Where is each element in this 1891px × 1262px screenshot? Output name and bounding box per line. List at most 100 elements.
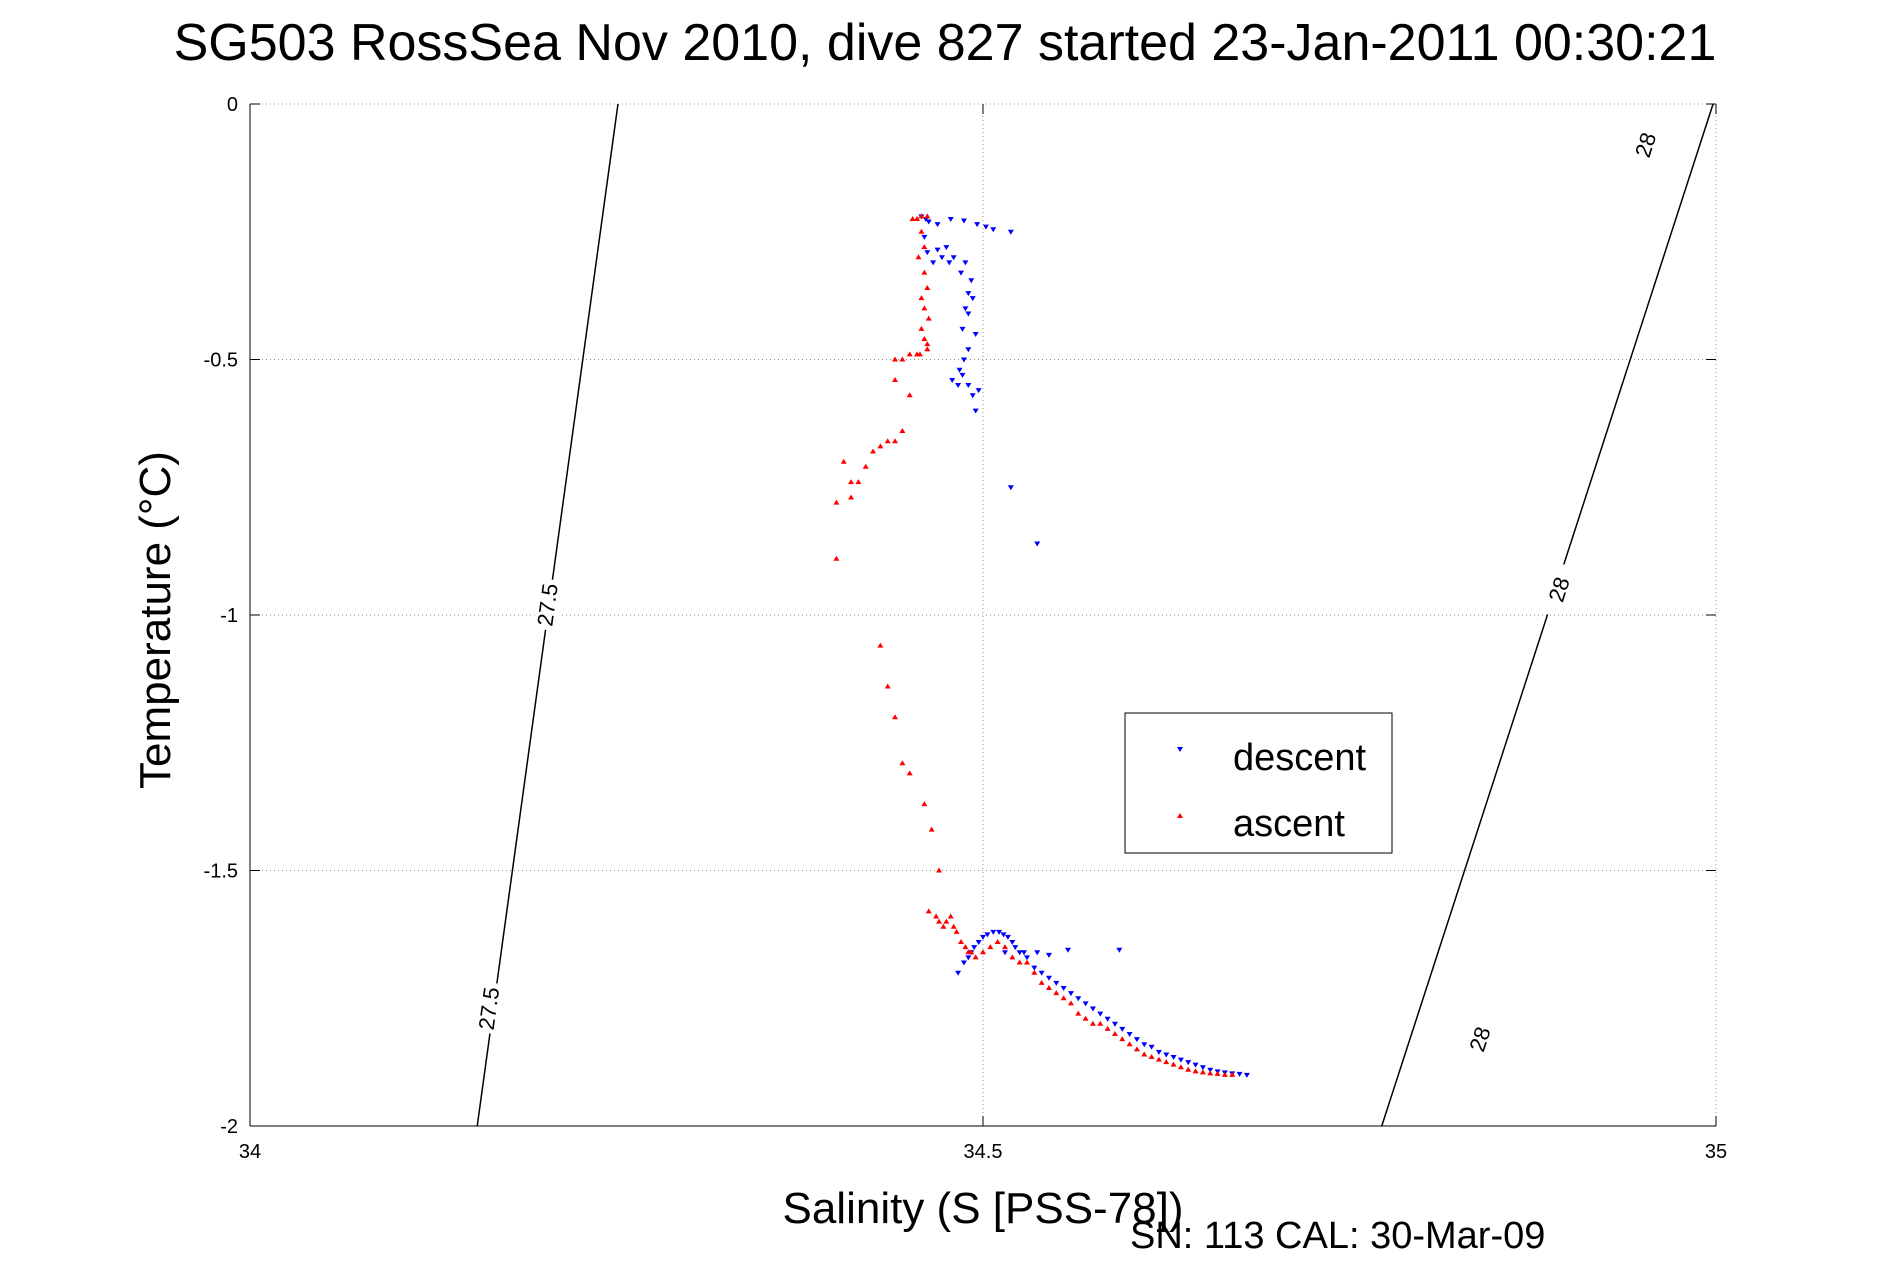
descent-point [1170, 1055, 1177, 1061]
descent-point [1038, 970, 1045, 976]
isopycnal-label-bg [534, 579, 561, 630]
descent-point [960, 218, 967, 224]
x-tick-label: 34.5 [964, 1141, 1003, 1163]
ascent-point [987, 944, 994, 950]
descent-point [1016, 950, 1023, 956]
ascent-point [1214, 1070, 1221, 1076]
ascent-point [915, 254, 922, 260]
ascent-point [1053, 990, 1060, 996]
isopycnal-label-bg [1632, 119, 1659, 170]
ascent-point [1148, 1054, 1155, 1060]
ascent-point [928, 826, 935, 832]
descent-point [1133, 1037, 1140, 1043]
descent-point [965, 347, 972, 353]
descent-point [924, 250, 931, 256]
y-tick-label: -0.5 [204, 350, 238, 372]
legend-ascent-label: ascent [1233, 803, 1345, 845]
chart-title: SG503 RossSea Nov 2010, dive 827 started… [174, 14, 1717, 72]
descent-point [1045, 975, 1052, 981]
ascent-point [1001, 944, 1008, 950]
descent-point [965, 955, 972, 961]
descent-point [960, 357, 967, 363]
descent-point [974, 222, 981, 228]
descent-point [1185, 1060, 1192, 1066]
ascent-point [870, 448, 877, 454]
ascent-point [924, 213, 931, 219]
descent-point [971, 945, 978, 951]
descent-point [949, 377, 956, 383]
legend-descent-label: descent [1233, 737, 1367, 779]
ascent-point [936, 867, 943, 873]
isopycnal-label-bg [1466, 1014, 1493, 1065]
descent-point [1065, 947, 1072, 953]
y-tick-label: -1 [220, 605, 238, 627]
descent-point [1067, 991, 1074, 997]
ascent-point [1185, 1066, 1192, 1072]
ascent-point [1207, 1070, 1214, 1076]
descent-point [969, 296, 976, 302]
descent-point [921, 234, 928, 240]
descent-point [956, 367, 963, 373]
descent-point [965, 383, 972, 389]
ascent-point [1082, 1015, 1089, 1021]
ascent-point [924, 284, 931, 290]
ascent-point [1192, 1068, 1199, 1074]
descent-point [962, 260, 969, 266]
ascent-point [899, 760, 906, 766]
ascent-point [924, 341, 931, 347]
ascent-point [1045, 985, 1052, 991]
descent-point [1148, 1044, 1155, 1050]
ascent-point [848, 494, 855, 500]
ascent-point [1141, 1051, 1148, 1057]
descent-point [958, 270, 965, 276]
ascent-point [918, 295, 925, 301]
ascent-point [933, 913, 940, 919]
descent-point [938, 255, 945, 261]
descent-point [965, 311, 972, 317]
serial-calibration-note: SN: 113 CAL: 30-Mar-09 [1130, 1215, 1545, 1257]
descent-point [1021, 950, 1028, 956]
x-tick-label: 34 [239, 1141, 261, 1163]
ascent-point [892, 714, 899, 720]
ascent-point [943, 918, 950, 924]
ascent-point [921, 305, 928, 311]
descent-point [1089, 1006, 1096, 1012]
descent-point [946, 260, 953, 266]
ascent-point [1016, 959, 1023, 965]
descent-point [1009, 940, 1016, 946]
descent-point [955, 970, 962, 976]
isopycnal-label-bg [1546, 564, 1573, 615]
descent-point [1007, 485, 1014, 491]
descent-point [980, 934, 986, 940]
ascent-point [980, 949, 986, 955]
descent-point [1119, 1026, 1126, 1032]
ascent-point [936, 918, 943, 924]
descent-point [959, 326, 966, 332]
descent-point [1207, 1067, 1214, 1073]
ascent-point [962, 944, 969, 950]
descent-point [1053, 980, 1060, 986]
ascent-point [877, 443, 884, 449]
ascent-point [921, 336, 928, 342]
ascent-point [833, 555, 840, 561]
descent-point [1034, 950, 1041, 956]
descent-point [975, 940, 982, 946]
ascent-point [899, 428, 906, 434]
ascent-point [862, 463, 869, 469]
ascent-point [925, 315, 932, 321]
ascent-point [924, 346, 931, 352]
y-axis-label: Temperature (°C) [131, 451, 180, 789]
ascent-point [1038, 979, 1045, 985]
descent-point [972, 331, 979, 337]
descent-point [1000, 932, 1007, 938]
descent-point [982, 224, 989, 230]
descent-point [1012, 945, 1019, 951]
ascent-point [1221, 1071, 1228, 1077]
ascent-point [1119, 1036, 1126, 1042]
ascent-point [884, 438, 891, 444]
legend-ascent-marker [1177, 813, 1183, 818]
ascent-point [1111, 1031, 1118, 1037]
descent-point [950, 255, 957, 261]
descent-point [969, 393, 976, 399]
